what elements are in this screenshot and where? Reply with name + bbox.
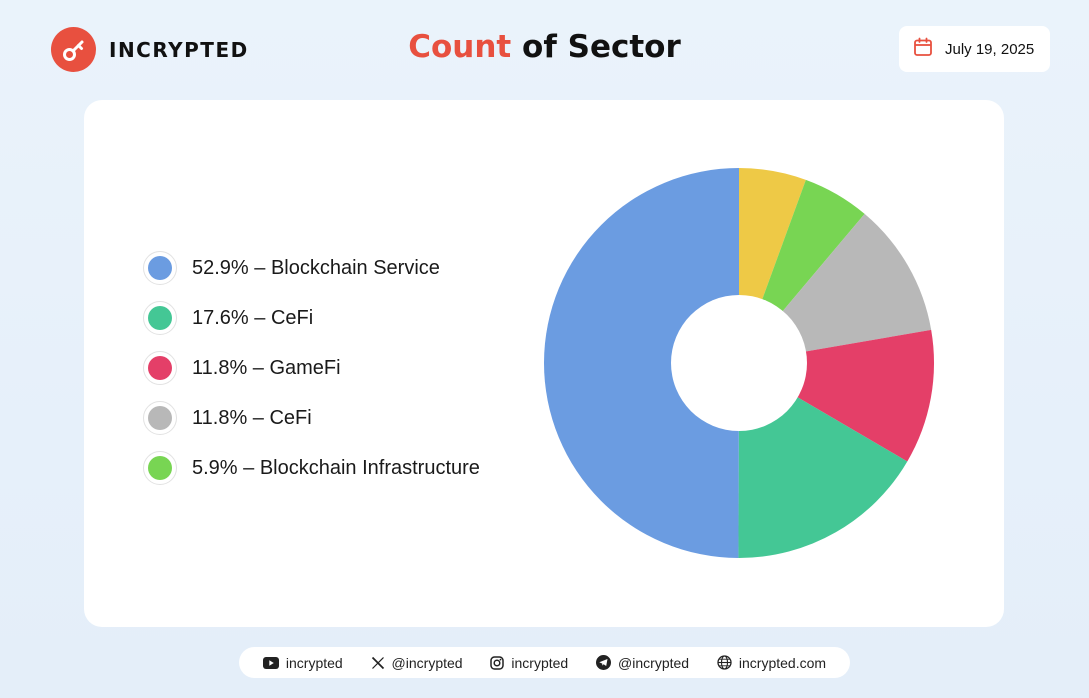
social-x[interactable]: @incrypted	[371, 655, 463, 671]
social-instagram[interactable]: incrypted	[490, 655, 568, 671]
legend-label: 17.6% – CeFi	[192, 306, 314, 329]
legend-swatch	[148, 256, 172, 280]
social-footer: incrypted @incrypted incrypted @incrypte…	[239, 647, 850, 678]
legend-item: 11.8% – CeFi	[143, 393, 480, 443]
date-text: July 19, 2025	[945, 40, 1035, 58]
social-telegram[interactable]: @incrypted	[596, 655, 689, 671]
key-icon	[51, 27, 96, 72]
chart-legend: 52.9% – Blockchain Service 17.6% – CeFi …	[143, 243, 480, 493]
donut-chart	[543, 168, 934, 558]
donut-hole	[671, 295, 807, 431]
social-label: incrypted	[285, 654, 343, 671]
date-badge: July 19, 2025	[899, 26, 1050, 72]
title-rest: of Sector	[511, 29, 681, 65]
chart-card: 52.9% – Blockchain Service 17.6% – CeFi …	[84, 100, 1004, 627]
legend-label: 11.8% – CeFi	[192, 406, 312, 429]
page-title: Count of Sector	[0, 29, 1089, 65]
brand: INCRYPTED	[51, 27, 249, 72]
instagram-icon	[490, 655, 505, 670]
social-label: @incrypted	[618, 654, 690, 671]
social-website[interactable]: incrypted.com	[717, 655, 826, 671]
youtube-icon	[262, 656, 279, 669]
social-label: @incrypted	[391, 654, 463, 671]
pie-slice	[543, 168, 739, 558]
legend-item: 17.6% – CeFi	[143, 293, 480, 343]
legend-swatch	[148, 406, 172, 430]
social-label: incrypted	[511, 654, 569, 671]
social-youtube[interactable]: incrypted	[262, 654, 343, 671]
legend-swatch	[148, 306, 172, 330]
telegram-icon	[596, 655, 612, 670]
legend-item: 52.9% – Blockchain Service	[143, 243, 480, 293]
legend-item: 5.9% – Blockchain Infrastructure	[143, 443, 480, 493]
x-icon	[371, 656, 384, 669]
legend-swatch	[148, 456, 172, 480]
globe-icon	[717, 655, 732, 670]
legend-label: 52.9% – Blockchain Service	[192, 256, 440, 279]
title-accent: Count	[408, 29, 512, 65]
legend-label: 5.9% – Blockchain Infrastructure	[192, 456, 480, 479]
brand-name: INCRYPTED	[109, 37, 249, 62]
social-label: incrypted.com	[738, 654, 827, 671]
calendar-icon	[913, 37, 933, 62]
legend-swatch	[148, 356, 172, 380]
legend-label: 11.8% – GameFi	[192, 356, 341, 379]
legend-item: 11.8% – GameFi	[143, 343, 480, 393]
